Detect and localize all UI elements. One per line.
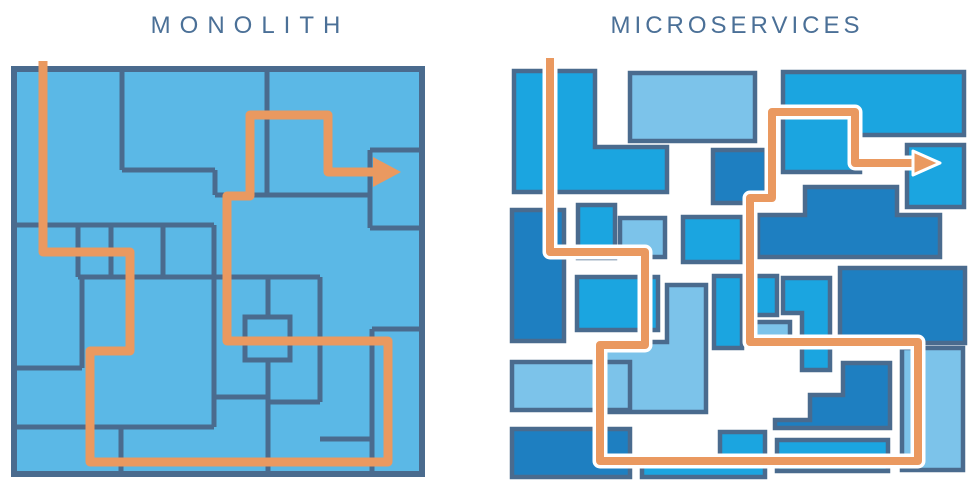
route-arrowhead-icon (373, 157, 401, 187)
service-block (772, 360, 893, 431)
service-block (755, 184, 943, 260)
route-arrowhead-icon (911, 149, 942, 177)
service-block (627, 70, 758, 144)
monolith-block (11, 66, 425, 477)
service-block (509, 359, 633, 413)
microservices-diagram (509, 58, 968, 480)
service-block (680, 214, 745, 265)
route-line (38, 61, 393, 467)
microservices-title: MICROSERVICES (610, 12, 864, 39)
service-block (509, 426, 633, 480)
service-block (837, 265, 968, 346)
service-block (904, 142, 967, 210)
monolith-diagram (11, 61, 425, 477)
route-line (546, 58, 922, 465)
monolith-title: MONOLITH (150, 12, 350, 39)
service-block (711, 273, 745, 351)
